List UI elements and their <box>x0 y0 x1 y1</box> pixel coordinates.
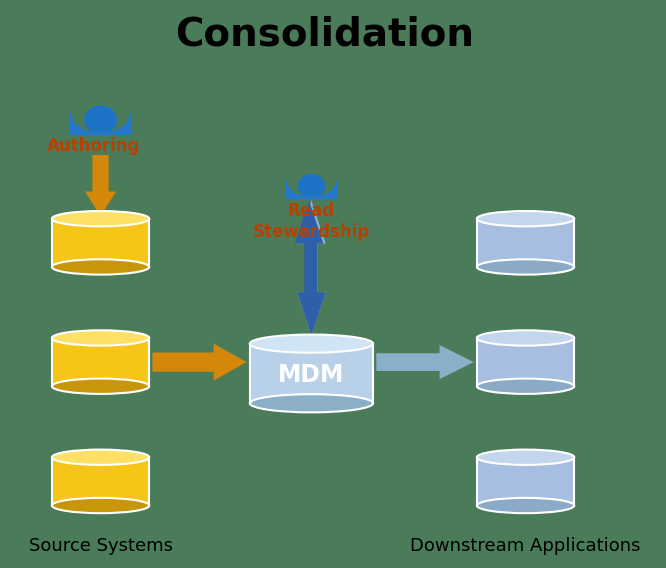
Text: Consolidation: Consolidation <box>175 15 474 53</box>
Ellipse shape <box>52 498 149 513</box>
Polygon shape <box>297 201 326 292</box>
Ellipse shape <box>52 378 149 394</box>
Circle shape <box>85 106 117 133</box>
Ellipse shape <box>250 335 373 353</box>
Ellipse shape <box>477 378 574 394</box>
Polygon shape <box>297 244 326 335</box>
Polygon shape <box>52 457 149 506</box>
Polygon shape <box>52 338 149 386</box>
Ellipse shape <box>52 331 149 345</box>
Text: Downstream Applications: Downstream Applications <box>410 537 641 556</box>
Polygon shape <box>52 219 149 267</box>
Ellipse shape <box>477 211 574 227</box>
Polygon shape <box>306 244 318 292</box>
Text: Source Systems: Source Systems <box>29 537 172 556</box>
Text: Authoring: Authoring <box>47 137 141 156</box>
Ellipse shape <box>250 394 373 412</box>
Ellipse shape <box>477 498 574 513</box>
Ellipse shape <box>477 450 574 465</box>
Ellipse shape <box>52 211 149 227</box>
Text: MDM: MDM <box>278 362 344 387</box>
Ellipse shape <box>52 259 149 275</box>
Polygon shape <box>153 344 246 381</box>
Polygon shape <box>477 219 574 267</box>
Polygon shape <box>477 338 574 386</box>
Polygon shape <box>297 244 326 335</box>
Polygon shape <box>477 457 574 506</box>
Polygon shape <box>286 181 336 198</box>
Polygon shape <box>250 344 373 403</box>
Ellipse shape <box>477 259 574 275</box>
Polygon shape <box>295 201 323 292</box>
Circle shape <box>298 175 324 198</box>
Ellipse shape <box>477 331 574 345</box>
Polygon shape <box>376 345 474 379</box>
Text: Read
Stewardship: Read Stewardship <box>253 202 370 241</box>
Polygon shape <box>71 113 131 135</box>
Ellipse shape <box>52 450 149 465</box>
Polygon shape <box>85 155 116 216</box>
